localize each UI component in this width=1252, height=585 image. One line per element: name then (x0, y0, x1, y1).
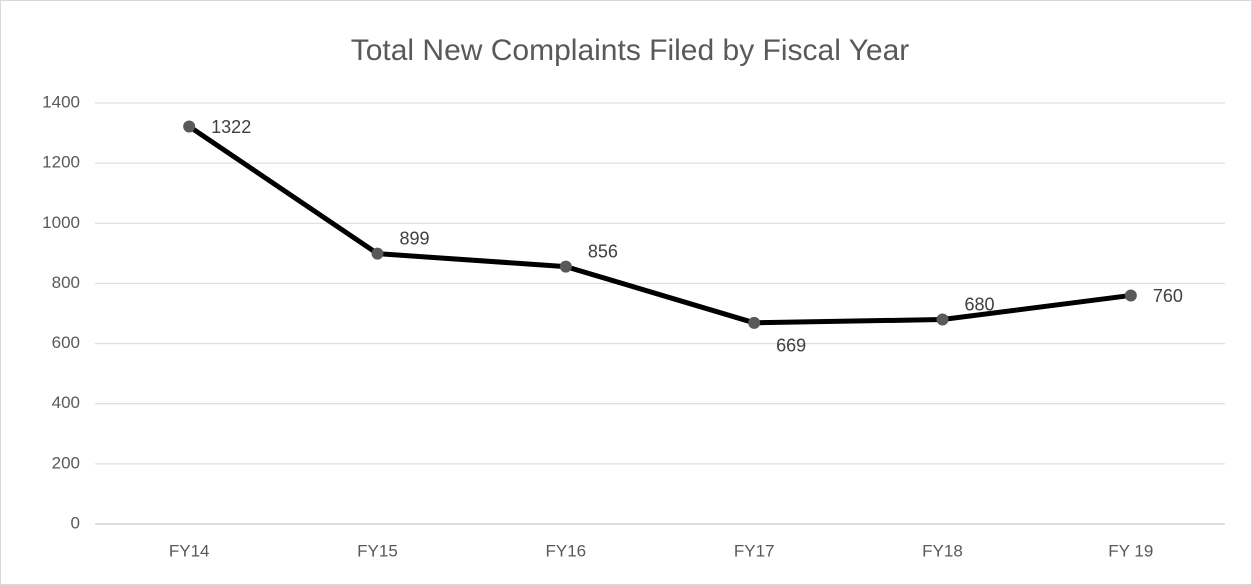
x-tick-label: FY 19 (1108, 541, 1153, 560)
y-tick-label: 0 (71, 513, 80, 532)
data-label: 760 (1153, 286, 1183, 306)
chart-title: Total New Complaints Filed by Fiscal Yea… (351, 34, 910, 67)
y-tick-label: 400 (52, 393, 80, 412)
x-tick-label: FY15 (357, 541, 398, 560)
y-tick-label: 1400 (42, 92, 80, 111)
marker (183, 120, 196, 133)
data-label: 680 (965, 294, 995, 314)
data-label: 669 (776, 336, 806, 356)
marker (1124, 289, 1137, 302)
x-tick-label: FY17 (734, 541, 775, 560)
marker (748, 316, 761, 329)
marker (936, 313, 949, 326)
marker (559, 260, 572, 273)
data-label: 899 (400, 228, 430, 248)
x-tick-label: FY16 (546, 541, 587, 560)
y-tick-label: 600 (52, 333, 80, 352)
y-tick-label: 800 (52, 273, 80, 292)
marker (371, 247, 384, 260)
data-label: 856 (588, 241, 618, 261)
data-label: 1322 (211, 117, 251, 137)
line (187, 124, 1132, 326)
x-tick-label: FY14 (169, 541, 210, 560)
y-tick-label: 200 (52, 453, 80, 472)
y-tick-label: 1000 (42, 213, 80, 232)
y-tick-label: 1200 (42, 153, 80, 172)
x-tick-label: FY18 (922, 541, 963, 560)
